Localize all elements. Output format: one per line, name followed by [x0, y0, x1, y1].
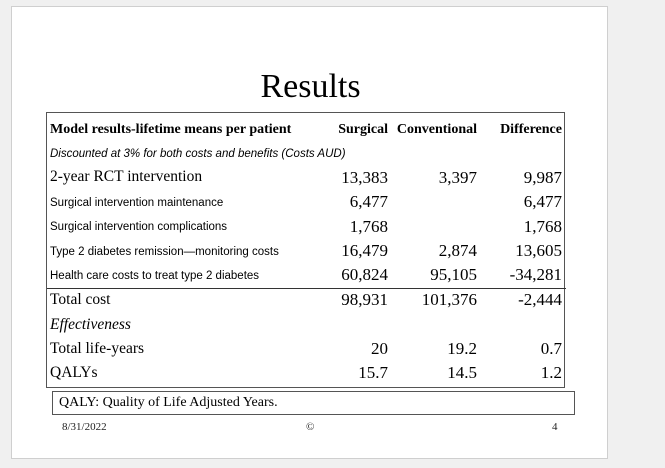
row-difference-value: 13,605	[515, 241, 562, 260]
slide-title: Results	[260, 68, 361, 105]
row-surgical-value: 20	[371, 339, 388, 358]
row-surgical-value: 16,479	[341, 241, 388, 260]
effectiveness-label: Effectiveness	[50, 316, 131, 333]
row-conventional-value: 14.5	[447, 363, 477, 382]
table-divider	[47, 288, 566, 289]
row-conventional-value: 95,105	[430, 265, 477, 284]
row-difference-value: 9,987	[523, 168, 562, 187]
row-label: Total life-years	[50, 340, 145, 357]
row-label: Surgical intervention maintenance	[50, 197, 224, 209]
total-cost-label: Total cost	[50, 291, 111, 308]
column-header-surgical: Surgical	[338, 122, 388, 137]
row-conventional-value: 3,397	[438, 168, 477, 187]
row-label: Type 2 diabetes remission—monitoring cos…	[50, 246, 279, 258]
footnote-box: QALY: Quality of Life Adjusted Years.	[52, 391, 575, 415]
total-surgical-value: 98,931	[341, 290, 388, 309]
row-surgical-value: 60,824	[341, 265, 388, 284]
copyright-symbol: ©	[306, 421, 315, 433]
row-difference-value: 0.7	[540, 339, 562, 358]
row-difference-value: 6,477	[523, 192, 562, 211]
row-difference-value: 1.2	[540, 363, 562, 382]
row-difference-value: -34,281	[509, 265, 562, 284]
results-table: Model results-lifetime means per patient…	[46, 112, 566, 388]
column-header-measure: Model results-lifetime means per patient	[50, 122, 292, 137]
row-label: QALYs	[50, 364, 98, 381]
row-surgical-value: 13,383	[341, 168, 388, 187]
footer-date: 8/31/2022	[62, 421, 107, 433]
row-surgical-value: 15.7	[358, 363, 388, 382]
total-conventional-value: 101,376	[421, 290, 477, 309]
row-surgical-value: 1,768	[349, 217, 388, 236]
total-difference-value: -2,444	[518, 290, 562, 309]
column-header-difference: Difference	[500, 122, 562, 137]
row-label: 2-year RCT intervention	[50, 168, 203, 185]
row-surgical-value: 6,477	[349, 192, 388, 211]
row-label: Surgical intervention complications	[50, 221, 228, 233]
slide: Results Model results-lifetime means per…	[11, 6, 608, 459]
row-label: Health care costs to treat type 2 diabet…	[50, 270, 260, 282]
table-subheader: Discounted at 3% for both costs and bene…	[50, 148, 346, 160]
row-difference-value: 1,768	[523, 217, 562, 236]
row-conventional-value: 2,874	[438, 241, 477, 260]
column-header-conventional: Conventional	[396, 122, 477, 137]
row-conventional-value: 19.2	[447, 339, 477, 358]
page-number: 4	[552, 421, 558, 433]
